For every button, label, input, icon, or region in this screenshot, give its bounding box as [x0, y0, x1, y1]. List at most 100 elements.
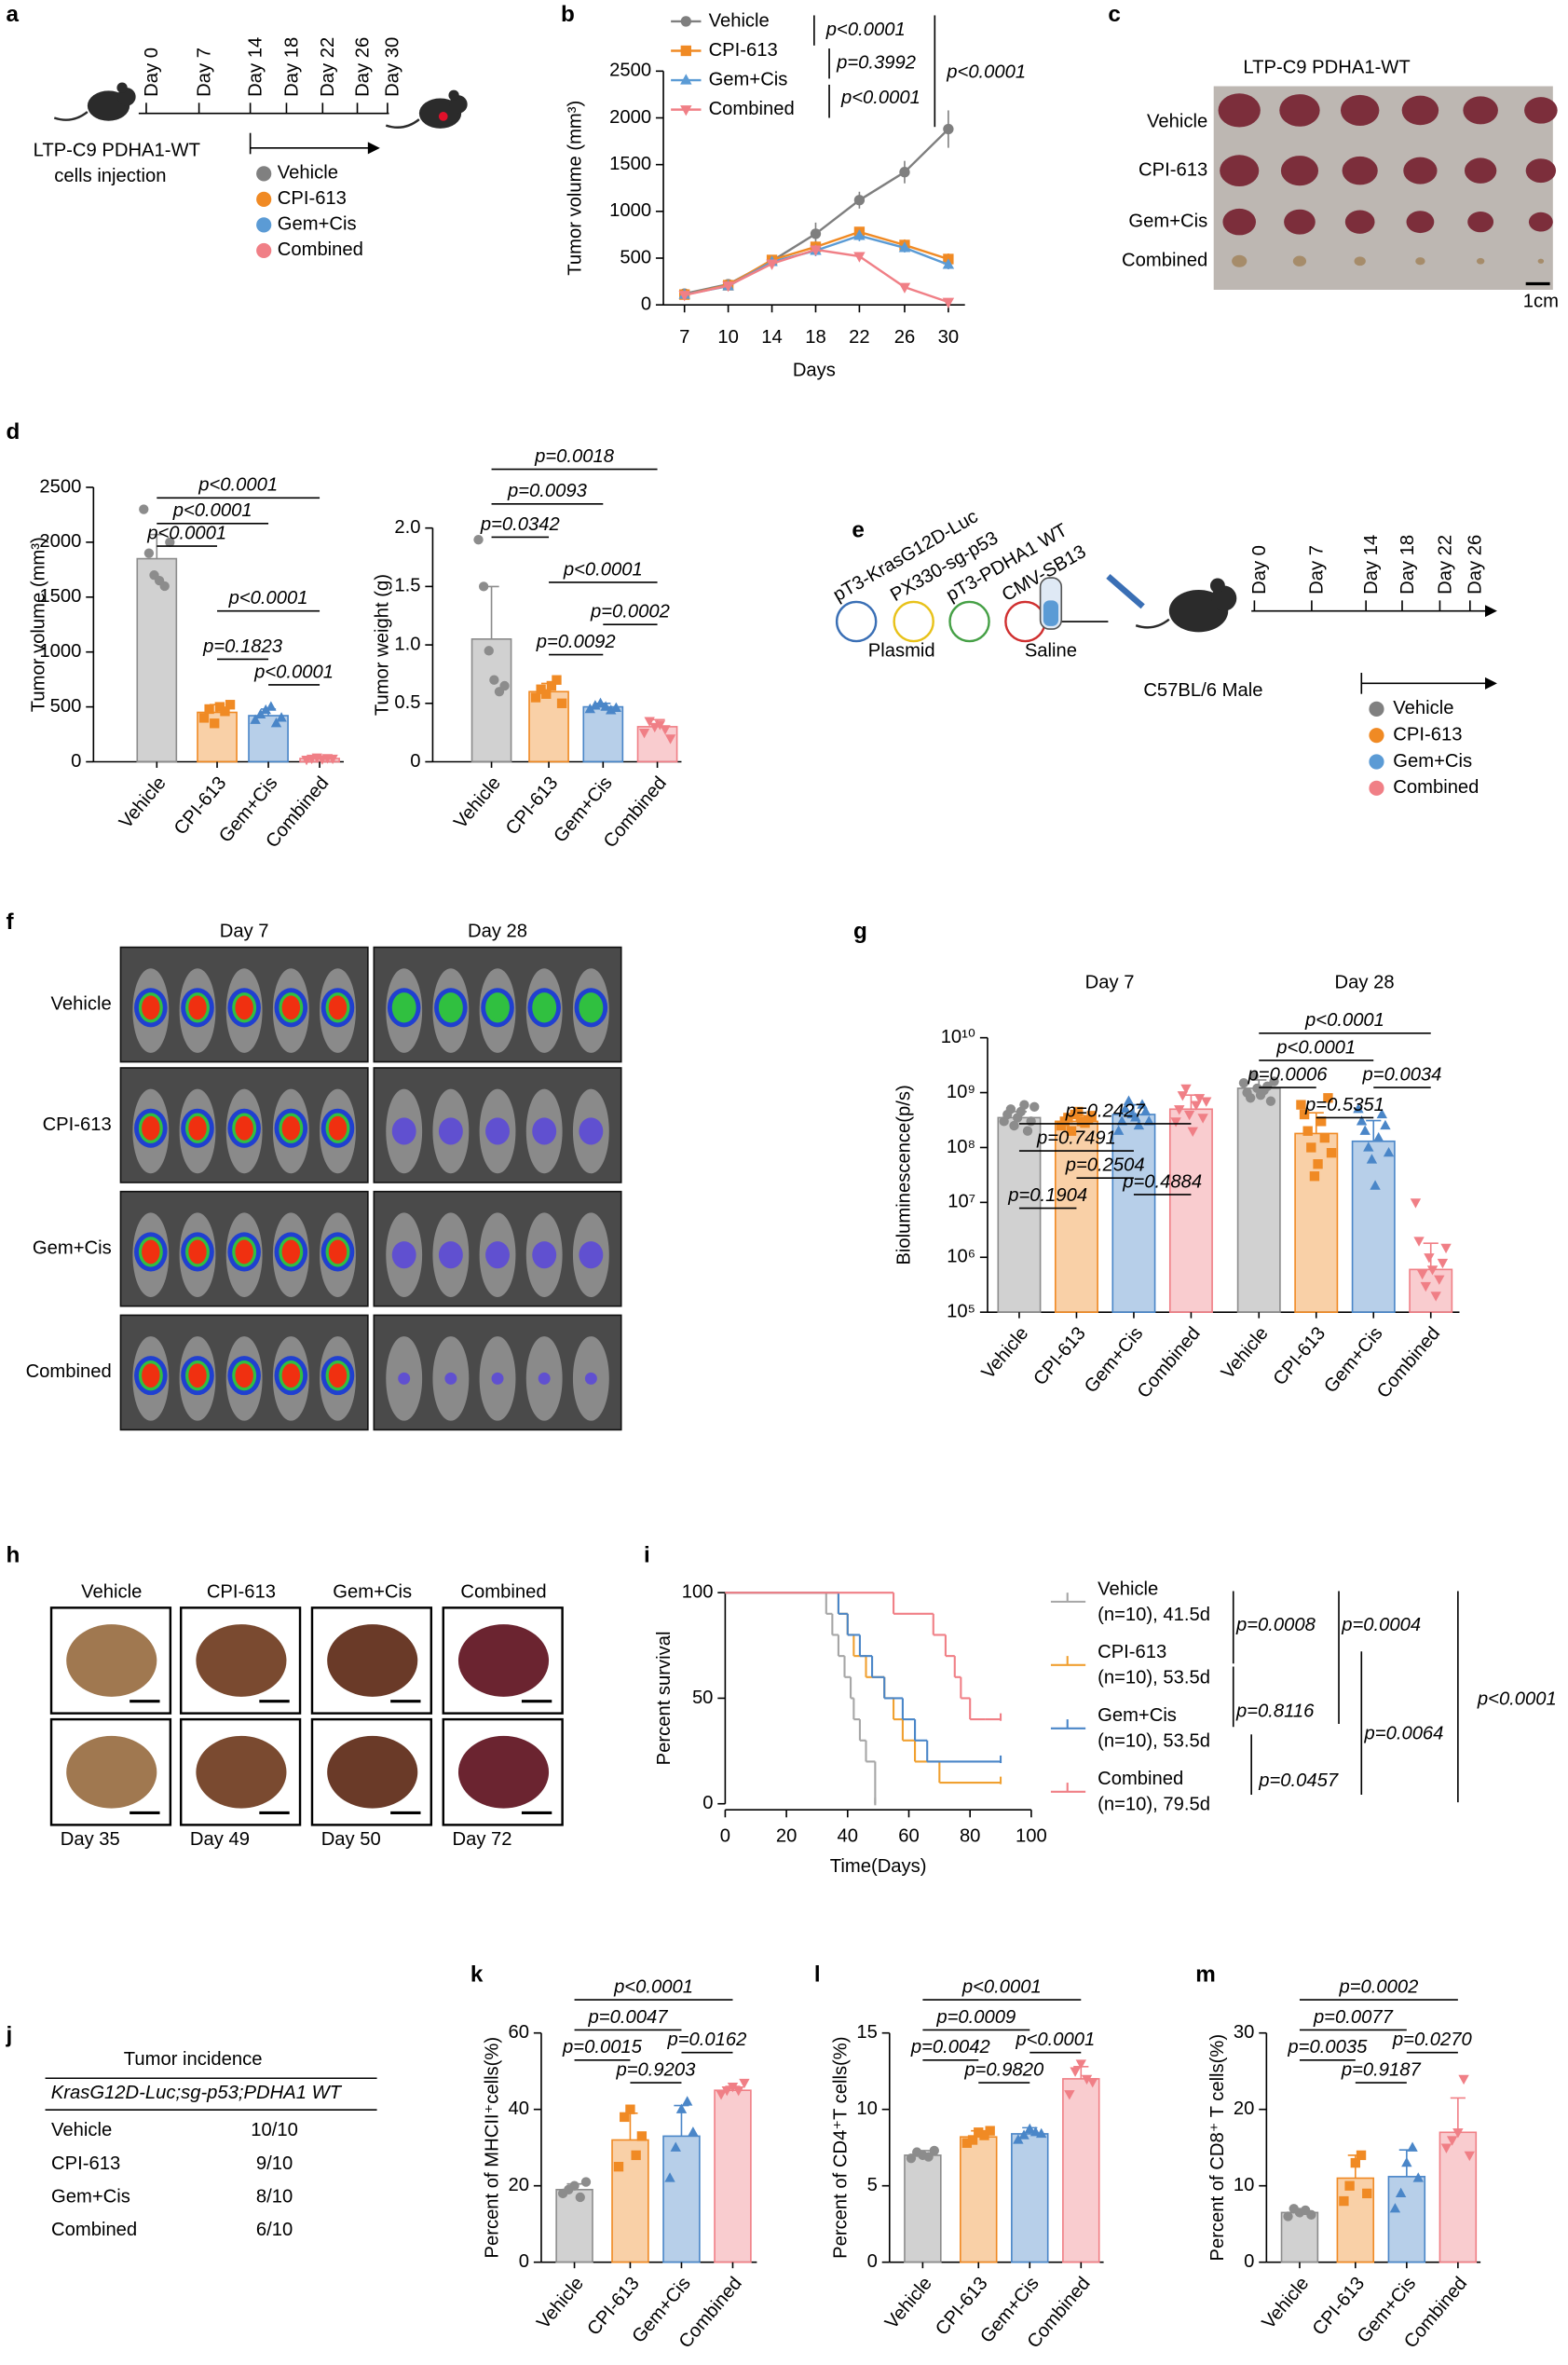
bar — [1387, 2176, 1426, 2263]
marker — [536, 684, 546, 694]
p-value: p=0.0008 — [1235, 1615, 1316, 1635]
marker — [943, 123, 954, 135]
y-axis-label: Percent survival — [654, 1632, 675, 1766]
marker — [1183, 1110, 1195, 1121]
x-tick-label: Vehicle — [1259, 2274, 1314, 2333]
legend-dot — [256, 242, 272, 259]
marker — [1420, 1281, 1431, 1292]
marker — [1073, 1106, 1084, 1117]
liver — [196, 1624, 287, 1697]
signal — [579, 1241, 604, 1269]
marker — [1120, 1103, 1131, 1114]
mouse-icon — [1135, 618, 1170, 629]
liver — [327, 1624, 418, 1697]
tumor — [1463, 96, 1498, 125]
x-tick-label: Vehicle — [116, 772, 170, 832]
y-tick-label: 10 — [1234, 2175, 1255, 2195]
marker — [1353, 1103, 1364, 1114]
signal — [235, 1239, 253, 1265]
tumor — [1467, 212, 1494, 233]
table-cell: Vehicle — [51, 2120, 112, 2140]
y-tick-label: 500 — [620, 247, 651, 267]
marker — [198, 713, 210, 723]
marker — [327, 754, 338, 765]
column-label: Gem+Cis — [333, 1582, 412, 1603]
group-title: Day 7 — [1085, 973, 1135, 993]
marker — [1075, 2059, 1086, 2070]
marker — [664, 734, 676, 745]
marker — [1022, 1126, 1033, 1136]
panel-letter: h — [6, 1543, 20, 1568]
x-tick-label: Vehicle — [881, 2274, 936, 2333]
marker — [1407, 2141, 1418, 2152]
arrow-head — [367, 142, 380, 155]
marker — [898, 241, 911, 253]
marker — [680, 45, 691, 57]
marker — [1413, 1237, 1425, 1247]
legend-label: Vehicle — [1098, 1579, 1158, 1599]
x-tick-label: 22 — [849, 327, 870, 348]
signal — [491, 1372, 504, 1385]
row-label: CPI-613 — [1139, 159, 1207, 180]
p-value: p=0.8116 — [1235, 1701, 1315, 1721]
signal — [532, 1117, 557, 1145]
table-cell: Combined — [51, 2220, 137, 2240]
p-value: p=0.0092 — [536, 632, 616, 652]
x-tick-label: 7 — [679, 327, 689, 348]
bar — [960, 2136, 998, 2263]
p-value: p=0.9187 — [1341, 2060, 1422, 2081]
x-tick-label: 20 — [776, 1826, 798, 1847]
marker — [1005, 1104, 1016, 1114]
p-value: p=0.0018 — [534, 446, 615, 467]
legend-dot — [1369, 780, 1384, 796]
marker — [979, 2130, 989, 2140]
marker — [1309, 1171, 1320, 1182]
x-tick-label: CPI-613 — [1029, 1323, 1090, 1389]
tumor — [1284, 209, 1316, 235]
table-cell: 9/10 — [256, 2153, 293, 2174]
row-label: Gem+Cis — [1128, 212, 1207, 232]
marker — [1123, 1095, 1135, 1105]
p-value: p=0.1823 — [202, 636, 283, 657]
signal — [391, 1241, 416, 1269]
marker — [732, 2086, 744, 2097]
marker — [681, 2096, 693, 2106]
legend-label: CPI-613 — [709, 40, 778, 61]
column-label: CPI-613 — [207, 1582, 276, 1603]
bar — [136, 557, 178, 763]
signal — [328, 1239, 348, 1265]
y-tick-label: 2500 — [39, 476, 81, 497]
bar — [582, 705, 624, 763]
marker — [610, 702, 622, 712]
marker — [688, 2126, 699, 2137]
marker — [204, 704, 214, 715]
p-value: p=0.0064 — [1364, 1724, 1444, 1744]
marker — [670, 2141, 681, 2152]
plasmid-caption: Plasmid — [868, 641, 935, 662]
marker — [254, 708, 266, 718]
marker — [1458, 2074, 1469, 2085]
tumor — [1403, 157, 1438, 185]
row-label: Combined — [26, 1361, 112, 1382]
tumor — [1464, 157, 1497, 184]
tumor-icon — [438, 112, 448, 121]
marker — [159, 581, 170, 592]
marker — [1191, 1100, 1202, 1111]
row-label: Gem+Cis — [33, 1238, 112, 1259]
table-cell: Gem+Cis — [51, 2186, 130, 2207]
marker — [1344, 2180, 1355, 2191]
marker — [1081, 2074, 1093, 2085]
mouse-icon — [448, 89, 459, 101]
tumor — [1280, 156, 1319, 186]
signal — [485, 1241, 510, 1269]
marker — [942, 258, 955, 269]
tumor — [1340, 94, 1380, 126]
column-label: Combined — [460, 1582, 546, 1603]
y-tick-label: 2000 — [609, 107, 651, 128]
y-tick-label: 10¹⁰ — [941, 1027, 975, 1047]
y-tick-label: 1500 — [39, 586, 81, 607]
signal — [281, 1239, 301, 1265]
marker — [1024, 2123, 1035, 2134]
marker — [552, 675, 562, 685]
marker — [225, 700, 236, 710]
